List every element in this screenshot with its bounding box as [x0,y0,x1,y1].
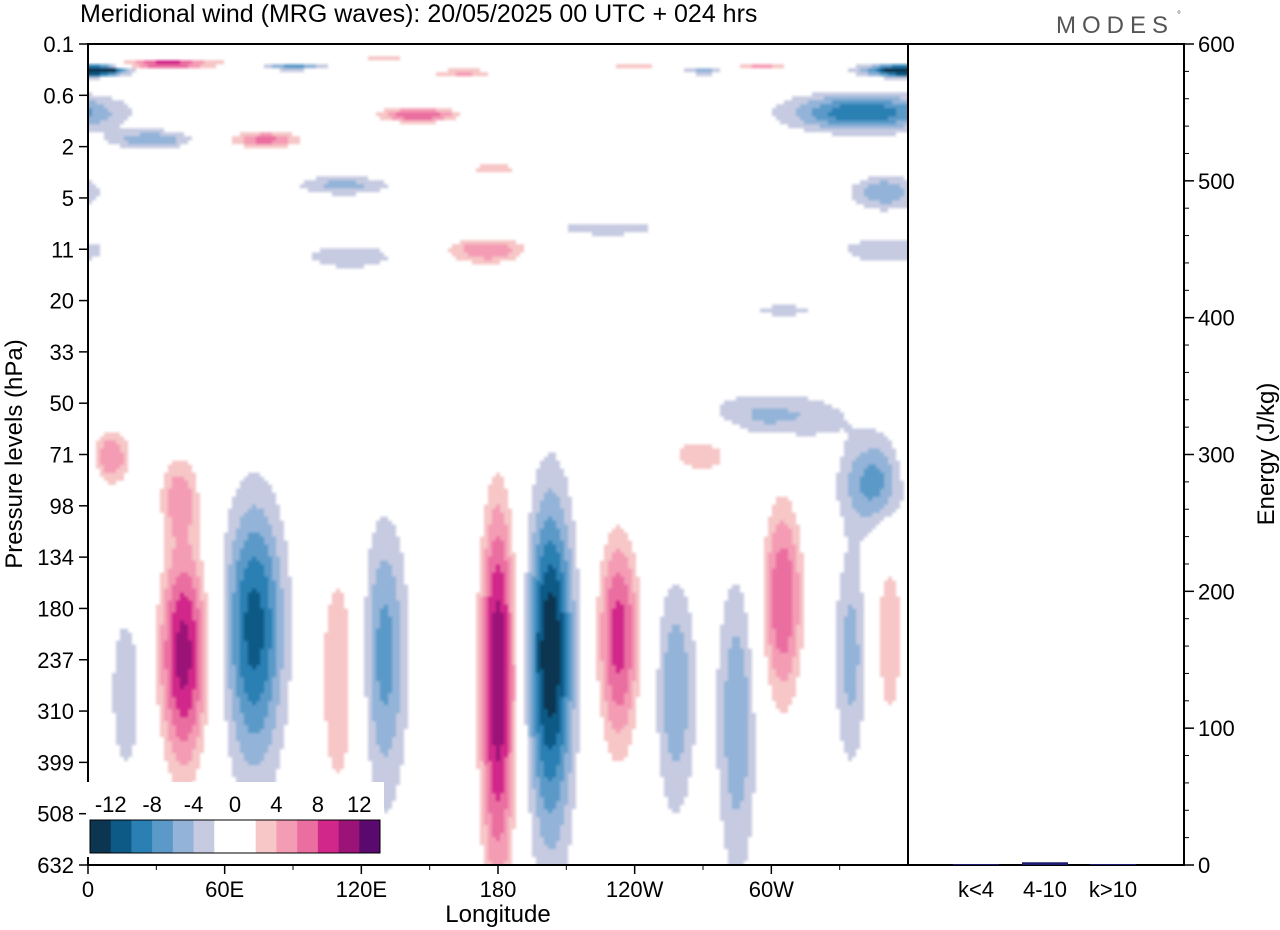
x-tick-label: 60W [749,877,794,902]
colorbar-label: 8 [312,792,324,817]
y-tick-label: 2 [62,135,74,160]
y-tick-label: 237 [37,648,74,673]
energy-bar [1022,862,1068,865]
logo-mark: ° [1177,10,1181,21]
colorbar-swatch [276,820,298,853]
energy-bar [1090,864,1136,865]
y-tick-label: 180 [37,596,74,621]
colorbar-label: -8 [142,792,162,817]
x-tick-label: 60E [205,877,244,902]
energy-category-label: k<4 [958,877,994,902]
energy-tick-label: 300 [1198,443,1235,468]
y-tick-label: 50 [50,391,74,416]
energy-tick-label: 200 [1198,579,1235,604]
colorbar-label: 12 [347,792,371,817]
y-tick-label: 5 [62,186,74,211]
y-tick-label: 0.1 [43,32,74,57]
energy-tick-label: 600 [1198,32,1235,57]
colorbar-label: 0 [229,792,241,817]
colorbar-label: -12 [95,792,127,817]
colorbar-swatch [317,820,339,853]
y-tick-label: 134 [37,545,74,570]
y-tick-label: 71 [50,443,74,468]
colorbar-swatch [214,820,236,853]
y-tick-label: 0.6 [43,83,74,108]
y-tick-label: 33 [50,340,74,365]
x-tick-label: 180 [480,877,517,902]
colorbar-swatch [255,820,277,853]
energy-panel-frame [907,43,1185,866]
heatmap [88,44,908,865]
y-tick-label: 98 [50,494,74,519]
colorbar-label: -4 [184,792,204,817]
y-tick-label: 632 [37,853,74,878]
x-tick-label: 0 [82,877,94,902]
colorbar-swatch [297,820,319,853]
y-axis: 0.1 0.6 2 5 11 20 33 50 71 98 134 180 237 310 399 508 63… [37,32,88,878]
y-tick-label: 399 [37,750,74,775]
energy-tick-label: 0 [1198,853,1210,878]
x-axis-label: Longitude [445,901,550,928]
y-axis-label: Pressure levels (hPa) [1,339,28,568]
colorbar-frame [89,819,381,854]
x-tick-label: 120E [336,877,387,902]
energy-bar [953,864,999,865]
modes-logo: MODES [1056,12,1174,39]
colorbar-swatch [172,820,194,853]
colorbar-swatch [131,820,153,853]
chart-title: Meridional wind (MRG waves): 20/05/2025 … [80,0,757,28]
x-axis: 0 60E 120E 180 120W 60W [82,865,841,902]
colorbar-label: 4 [270,792,282,817]
y-tick-label: 508 [37,802,74,827]
colorbar-swatch [338,820,360,853]
energy-axis-label: Energy (J/kg) [1253,383,1280,526]
y-tick-label: 310 [37,699,74,724]
energy-category-label: 4-10 [1023,877,1067,902]
colorbar-swatch [152,820,174,853]
colorbar-swatch [110,820,132,853]
energy-category-label: k>10 [1089,877,1137,902]
x-tick-label: 120W [606,877,664,902]
colorbar-swatch [90,820,112,853]
colorbar-swatch [193,820,215,853]
energy-tick-label: 400 [1198,306,1235,331]
colorbar-legend: -12 -8 -4 0 4 8 12 [86,782,384,857]
y-tick-label: 11 [51,237,74,262]
colorbar-swatch [359,820,381,853]
colorbar-swatch [235,820,257,853]
energy-tick-label: 100 [1198,716,1235,741]
y-tick-label: 20 [50,289,74,314]
energy-tick-label: 500 [1198,169,1235,194]
wind-field-contours [88,44,908,865]
energy-bar-chart: 0 100 200 300 400 500 600 k<4 4-10 k>10 [953,32,1235,902]
